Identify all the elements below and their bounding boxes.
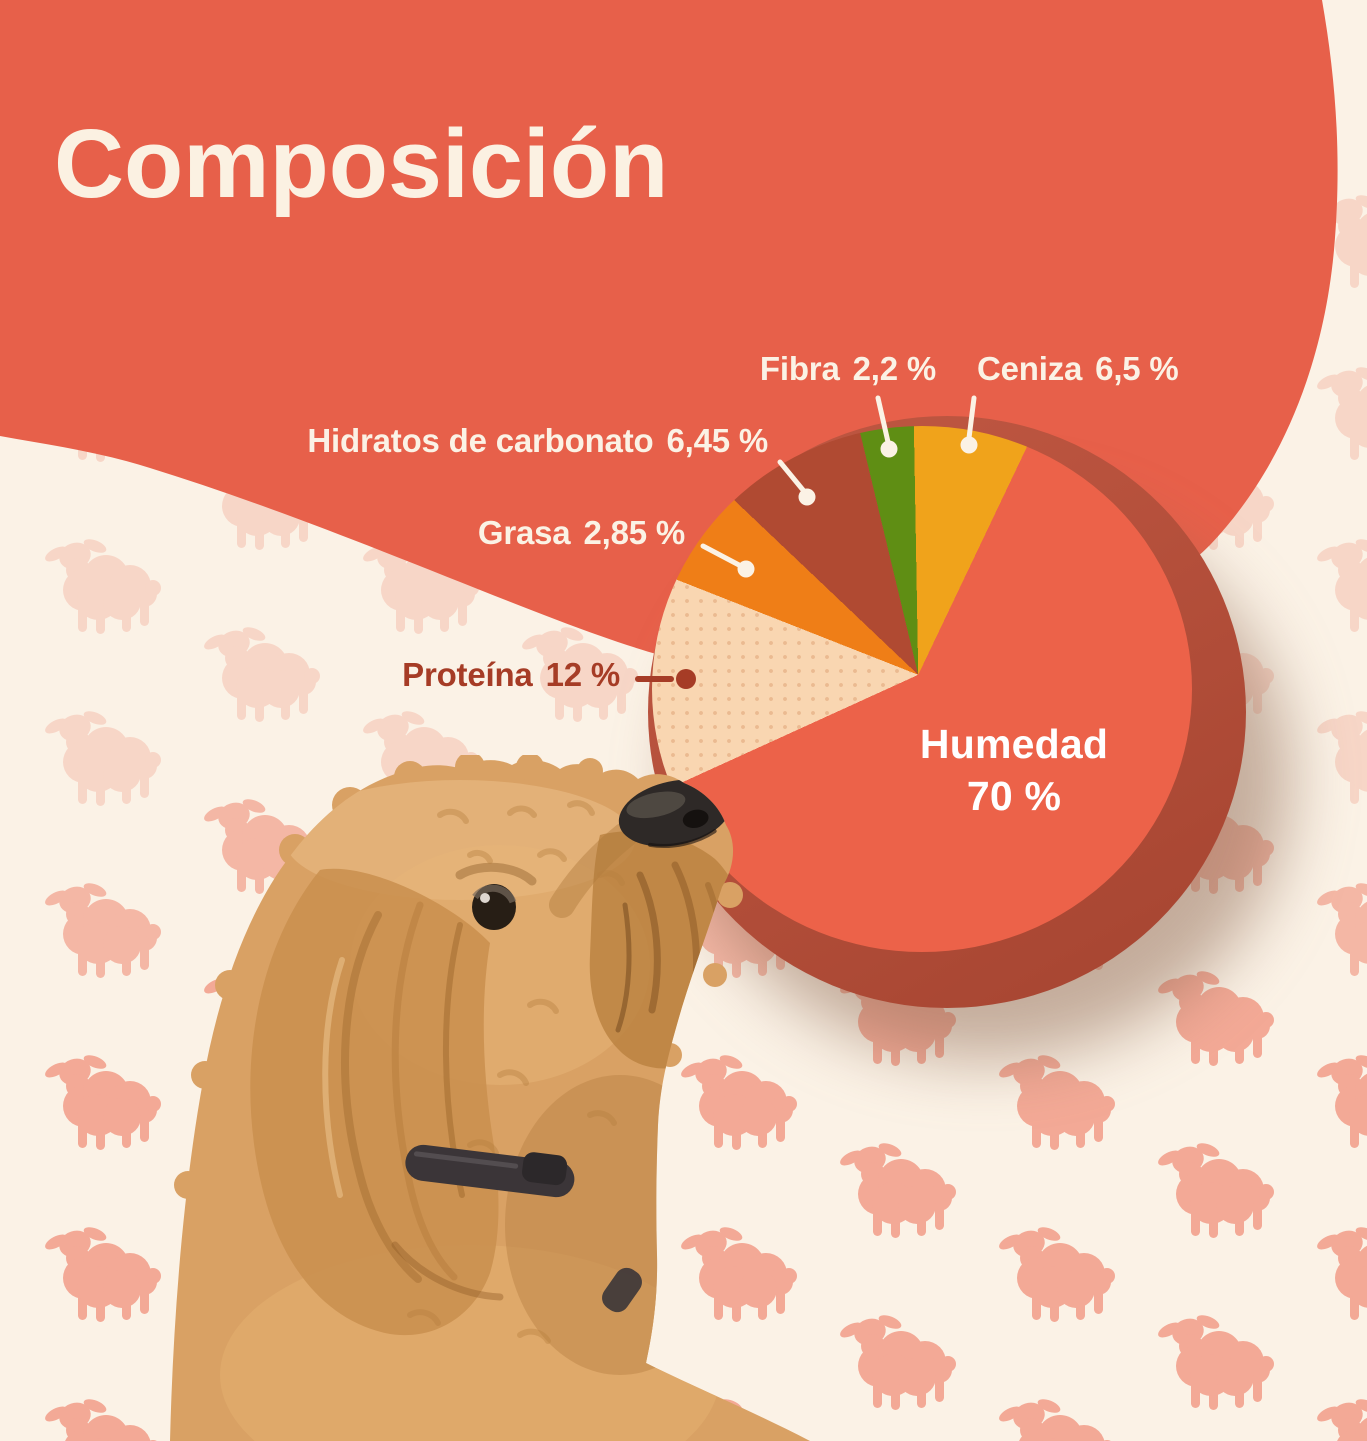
humedad-value: 70 % (966, 773, 1062, 820)
callout-fibra: Fibra 2,2 % (760, 350, 936, 388)
dog-photo (170, 755, 810, 1441)
pie-chart: Humedad 70 % (652, 426, 1192, 952)
sheep-icon (996, 1396, 1115, 1441)
callout-hidratos: Hidratos de carbonato 6,45 % (307, 422, 768, 460)
callout-ceniza: Ceniza 6,5 % (977, 350, 1179, 388)
sheep-icon (1314, 364, 1367, 462)
sheep-icon (201, 624, 320, 722)
sheep-icon (42, 1224, 161, 1322)
dog-collar (405, 1144, 575, 1198)
sheep-icon (42, 1052, 161, 1150)
sheep-icon (1314, 708, 1367, 806)
dog-nose-bridge (549, 822, 638, 918)
dog-eye (455, 862, 537, 930)
sheep-icon (837, 1140, 956, 1238)
callout-proteina: Proteína 12 % (402, 656, 620, 694)
grasa-label: Grasa (477, 514, 571, 551)
dog-ear (250, 868, 499, 1336)
sheep-icon (1314, 1396, 1367, 1441)
sheep-icon (1314, 880, 1367, 978)
ceniza-value: 6,5 % (1095, 350, 1179, 387)
dog-ear-strands (322, 901, 504, 1301)
sheep-icon (837, 1312, 956, 1410)
fibra-label: Fibra (759, 350, 840, 387)
dog-curls (407, 800, 625, 1344)
sheep-icon (1314, 1224, 1367, 1322)
sheep-icon (42, 1396, 161, 1441)
proteina-label: Proteína (402, 656, 533, 693)
dog-neck-shadow (505, 1075, 735, 1375)
ceniza-label: Ceniza (977, 350, 1083, 387)
sheep-icon (1155, 1312, 1274, 1410)
hidratos-value: 6,45 % (666, 422, 768, 459)
page-title: Composición (54, 109, 669, 218)
sheep-icon (1314, 536, 1367, 634)
sheep-icon (996, 1052, 1115, 1150)
sheep-icon (1155, 1140, 1274, 1238)
dog-nose (618, 779, 732, 849)
proteina-value: 12 % (545, 656, 621, 693)
pie-segment-label-humedad: Humedad 70 % (884, 718, 1144, 823)
sheep-icon (1314, 1052, 1367, 1150)
sheep-icon (42, 536, 161, 634)
sheep-icon (996, 1224, 1115, 1322)
humedad-name: Humedad (919, 721, 1109, 767)
dog-collar-end (602, 1267, 642, 1313)
callout-grasa: Grasa 2,85 % (478, 514, 685, 552)
grasa-value: 2,85 % (583, 514, 685, 551)
sheep-icon (42, 880, 161, 978)
hidratos-label: Hidratos de carbonato (307, 422, 654, 459)
fibra-value: 2,2 % (852, 350, 937, 387)
sheep-icon (42, 708, 161, 806)
